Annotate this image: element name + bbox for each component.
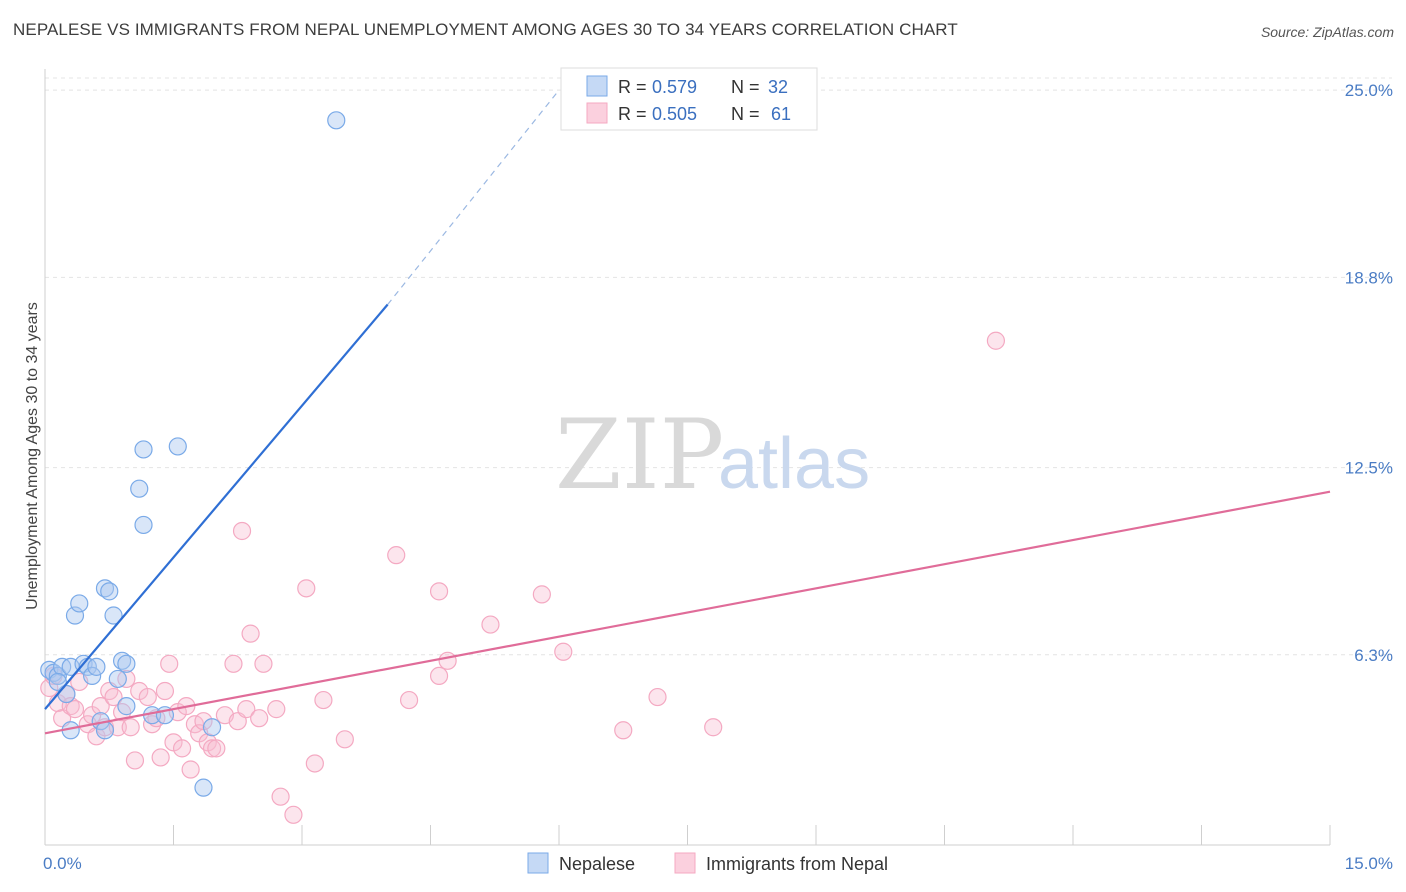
point-nepalese-28 [202, 718, 222, 737]
legend-r-label-immigrants: R = [618, 104, 647, 124]
y-tick-label-3: 25.0% [1345, 81, 1393, 100]
point-immigrants-48 [284, 805, 303, 824]
point-immigrants-21 [138, 687, 157, 707]
bottom-legend-swatch-nepalese [527, 852, 549, 874]
x-tick-label-min: 0.0% [43, 854, 82, 873]
point-immigrants-41 [232, 521, 252, 541]
point-immigrants-46 [267, 700, 286, 719]
legend-box: R = 0.579 N = 32 R = 0.505 N = 61 [560, 67, 818, 131]
y-axis-label: Unemployment Among Ages 30 to 34 years [24, 302, 41, 610]
trend-line-nepalese-extension [387, 89, 560, 305]
point-nepalese-21 [130, 479, 149, 498]
y-tick-labels: 6.3% 12.5% 18.8% 25.0% [1345, 81, 1393, 665]
legend-r-value-nepalese: 0.579 [652, 77, 697, 97]
point-immigrants-49 [297, 579, 316, 598]
point-immigrants-64 [986, 331, 1006, 350]
grid-lines [45, 77, 1392, 656]
axes [44, 69, 1331, 846]
data-points [40, 111, 1006, 824]
point-nepalese-11 [87, 657, 106, 676]
point-immigrants-19 [125, 751, 145, 770]
point-immigrants-37 [207, 739, 226, 758]
point-immigrants-36 [202, 739, 222, 758]
point-immigrants-56 [429, 666, 449, 686]
point-immigrants-45 [254, 654, 273, 673]
point-immigrants-57 [438, 651, 457, 670]
bottom-legend-label-immigrants: Immigrants from Nepal [706, 854, 888, 874]
point-immigrants-31 [181, 760, 200, 779]
point-nepalese-19 [117, 654, 136, 673]
point-nepalese-26 [168, 437, 187, 456]
point-nepalese-7 [70, 594, 89, 613]
legend-n-value-immigrants: 61 [771, 104, 791, 124]
point-immigrants-63 [704, 718, 723, 737]
point-immigrants-14 [104, 687, 123, 707]
legend-n-value-nepalese: 32 [768, 77, 788, 97]
point-nepalese-29 [327, 111, 346, 130]
point-nepalese-23 [134, 515, 153, 535]
point-nepalese-14 [100, 582, 119, 601]
point-immigrants-54 [399, 690, 419, 710]
point-immigrants-42 [237, 700, 256, 719]
chart-source: Source: ZipAtlas.com [1260, 24, 1394, 40]
point-immigrants-39 [224, 654, 243, 673]
point-immigrants-26 [160, 654, 179, 673]
point-immigrants-55 [429, 582, 449, 601]
point-nepalese-2 [48, 666, 67, 686]
point-immigrants-18 [121, 718, 140, 737]
point-nepalese-6 [65, 606, 85, 625]
point-immigrants-24 [151, 748, 170, 767]
y-tick-label-2: 18.8% [1345, 268, 1393, 287]
point-nepalese-20 [117, 697, 136, 716]
point-immigrants-11 [91, 697, 110, 716]
trend-line-immigrants [44, 490, 1331, 735]
chart-title: NEPALESE VS IMMIGRANTS FROM NEPAL UNEMPL… [13, 20, 958, 39]
point-nepalese-17 [108, 669, 127, 689]
trend-line-nepalese [44, 303, 389, 710]
point-immigrants-61 [614, 721, 633, 740]
point-immigrants-58 [481, 615, 500, 634]
point-nepalese-16 [104, 606, 123, 625]
watermark-zip: ZIP [555, 399, 724, 511]
legend-swatch-nepalese [586, 75, 608, 97]
point-nepalese-27 [194, 778, 213, 797]
bottom-legend-label-nepalese: Nepalese [559, 854, 635, 874]
legend-swatch-immigrants [586, 102, 608, 124]
point-immigrants-52 [335, 730, 354, 749]
point-immigrants-29 [172, 739, 192, 758]
x-tick-labels: 0.0% 15.0% [43, 854, 1393, 873]
y-tick-label-0: 6.3% [1354, 646, 1393, 665]
y-tick-label-1: 12.5% [1345, 459, 1393, 478]
legend-n-label-immigrants: N = [731, 104, 760, 124]
point-immigrants-6 [65, 700, 85, 719]
point-immigrants-62 [648, 687, 667, 707]
point-immigrants-43 [241, 624, 260, 643]
point-immigrants-60 [554, 642, 573, 661]
point-nepalese-10 [83, 666, 102, 686]
point-nepalese-15 [95, 721, 115, 740]
point-immigrants-44 [250, 709, 269, 728]
point-nepalese-31 [48, 672, 67, 692]
point-immigrants-47 [271, 787, 290, 806]
point-immigrants-59 [532, 585, 551, 604]
legend-r-value-immigrants: 0.505 [652, 104, 697, 124]
watermark-atlas: atlas [718, 424, 870, 504]
legend-r-label-nepalese: R = [618, 77, 647, 97]
legend-n-label-nepalese: N = [731, 77, 760, 97]
x-tick-label-max: 15.0% [1345, 854, 1393, 873]
trend-lines [44, 89, 1331, 735]
point-immigrants-51 [314, 690, 333, 710]
point-nepalese-22 [134, 440, 153, 459]
point-immigrants-53 [387, 546, 406, 565]
point-immigrants-50 [305, 754, 324, 773]
bottom-legend: Nepalese Immigrants from Nepal [527, 852, 888, 874]
watermark: ZIP atlas [555, 399, 870, 511]
point-immigrants-25 [155, 681, 175, 701]
bottom-legend-swatch-immigrants [674, 852, 696, 874]
